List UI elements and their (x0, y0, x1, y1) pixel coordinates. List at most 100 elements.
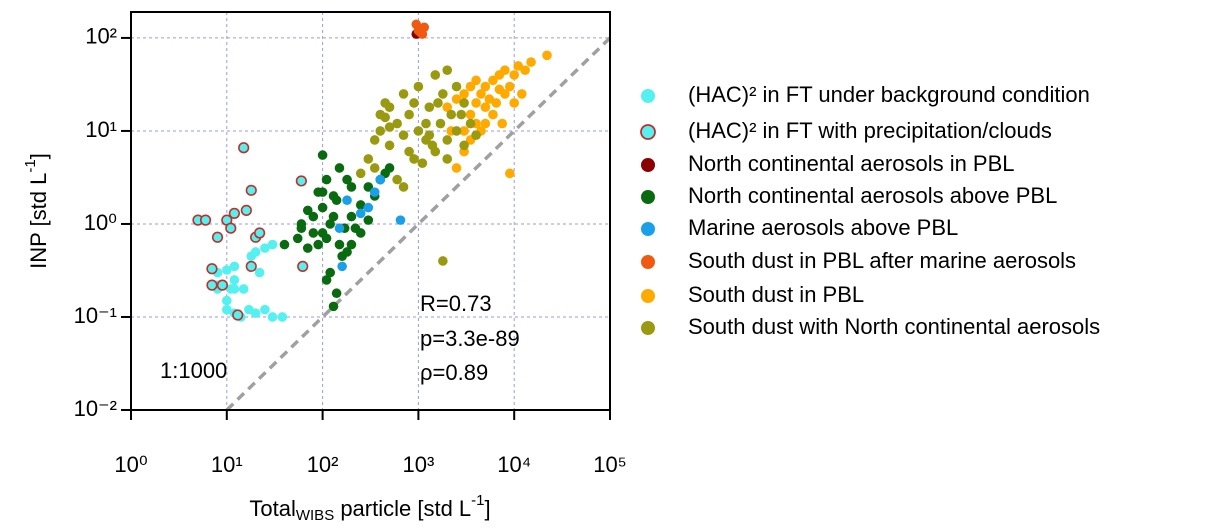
legend-label: (HAC)² in FT under background condition (688, 82, 1090, 107)
point (424, 102, 435, 113)
point (542, 50, 552, 61)
point (480, 81, 491, 92)
y-tick-label: 10⁻¹ (74, 303, 117, 328)
point (505, 168, 515, 179)
point (216, 279, 229, 291)
point (442, 102, 453, 113)
legend-marker (640, 124, 656, 140)
point (392, 174, 402, 185)
point (302, 205, 313, 216)
point (342, 174, 352, 185)
x-axis-label: TotalWIBS particle [std L-1] (249, 492, 490, 524)
point (369, 187, 380, 197)
point (346, 239, 357, 250)
legend-label: South dust in PBL (688, 282, 864, 307)
x-axis-label-part: -1 (471, 492, 484, 509)
point (277, 312, 288, 322)
point (435, 118, 446, 129)
point (254, 267, 265, 278)
point (465, 81, 476, 92)
point (480, 102, 491, 113)
point (509, 98, 519, 108)
point (456, 109, 467, 120)
point (355, 168, 366, 179)
point (317, 150, 328, 160)
legend-marker (641, 255, 655, 269)
point (384, 140, 395, 151)
point (421, 118, 431, 129)
series-points (411, 19, 430, 39)
point (413, 81, 424, 92)
point (471, 130, 481, 141)
series-points (192, 142, 309, 321)
point (395, 215, 406, 225)
legend-marker (641, 158, 655, 172)
point (342, 195, 352, 206)
x-axis-label-part: WIBS (296, 507, 334, 524)
y-tick-label: 10⁰ (84, 210, 117, 235)
point (225, 222, 237, 234)
point (363, 154, 374, 164)
point (363, 215, 374, 225)
series-points (334, 174, 406, 272)
point (328, 301, 339, 312)
x-axis-label-part: ] (485, 496, 491, 521)
point (459, 89, 469, 99)
point (297, 260, 309, 272)
point (228, 207, 240, 219)
point (232, 309, 244, 321)
point (516, 89, 527, 99)
point (451, 94, 462, 104)
legend-label: South dust with North continental aeroso… (688, 314, 1100, 339)
point (417, 158, 428, 169)
point (317, 202, 328, 213)
point (415, 27, 426, 38)
point (325, 267, 335, 278)
legend-marker (641, 321, 655, 335)
point (500, 65, 510, 75)
point (442, 65, 453, 75)
point (520, 65, 530, 75)
point (308, 211, 319, 222)
point (321, 275, 332, 285)
point (317, 187, 328, 197)
point (295, 175, 307, 187)
point (206, 279, 218, 291)
y-axis-label: INP [std L-1] (22, 153, 51, 269)
point (442, 135, 453, 145)
point (321, 174, 332, 185)
point (334, 239, 345, 250)
point (491, 98, 502, 108)
x-tick-label: 10⁴ (497, 452, 531, 477)
point (292, 233, 303, 244)
point (438, 89, 448, 99)
y-axis-label-part: ] (26, 153, 51, 159)
point (398, 182, 409, 192)
point (384, 102, 395, 113)
annotation: R=0.73 (420, 291, 492, 316)
point (459, 140, 469, 151)
y-tick-label: 10¹ (85, 117, 117, 142)
legend-marker (641, 190, 655, 204)
point (488, 109, 498, 120)
point (505, 81, 515, 92)
point (331, 288, 342, 299)
point (337, 261, 347, 272)
x-axis-label-part: particle [std L (334, 496, 471, 521)
point (369, 163, 380, 173)
point (471, 75, 481, 86)
point (442, 154, 453, 164)
point (342, 247, 352, 257)
x-tick-label: 10¹ (211, 452, 243, 477)
point (313, 239, 324, 250)
point (413, 126, 424, 136)
x-tick-label: 10⁵ (593, 452, 627, 477)
y-tick-label: 10² (85, 24, 117, 49)
point (451, 126, 462, 136)
point (229, 261, 240, 272)
point (471, 98, 481, 108)
point (384, 122, 395, 132)
point (302, 243, 313, 253)
